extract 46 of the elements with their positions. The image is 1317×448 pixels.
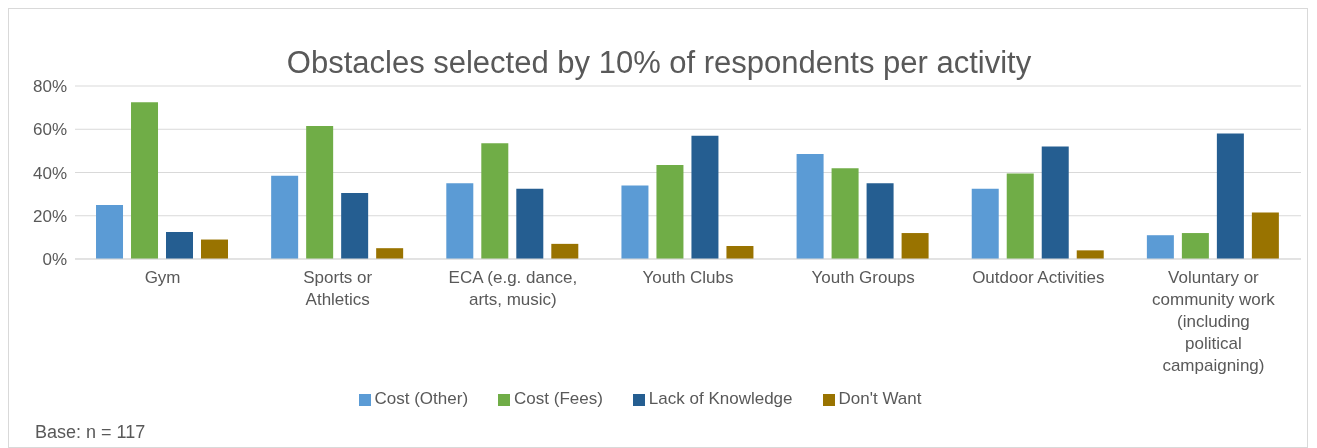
- bar: [796, 154, 824, 259]
- bar: [516, 188, 544, 259]
- bar: [656, 164, 684, 259]
- y-tick-label: 0%: [42, 250, 67, 270]
- legend-label: Cost (Other): [374, 389, 469, 408]
- bar: [1041, 146, 1069, 259]
- x-tick-label: Gym: [144, 268, 181, 287]
- text: Base: n = 117: [35, 422, 146, 443]
- x-tick-label: Youth Clubs: [642, 268, 734, 287]
- bar: [1181, 233, 1209, 259]
- bar: [271, 175, 299, 259]
- x-tick-label: Youth Groups: [811, 268, 915, 287]
- bar: [551, 243, 579, 259]
- chart-title: Obstacles selected by 10% of respondents per activity: [286, 45, 1032, 80]
- bar: [1146, 235, 1174, 259]
- bar: [1006, 173, 1034, 259]
- legend-label: Don't Want: [838, 389, 922, 408]
- bar: [726, 246, 754, 259]
- bar: [131, 102, 159, 259]
- x-tick-label: ECA (e.g. dance, arts, music): [448, 268, 578, 309]
- bar: [201, 239, 229, 259]
- y-tick-label: 20%: [32, 206, 67, 226]
- bar: [901, 233, 929, 259]
- bar: [971, 188, 999, 259]
- x-tick-label: Sports or Athletics: [303, 268, 373, 309]
- bar: [481, 143, 509, 259]
- bar: [691, 135, 719, 259]
- y-tick-label: 60%: [32, 120, 67, 140]
- bar: [621, 185, 649, 259]
- bar: [166, 231, 194, 259]
- y-tick-label: 80%: [32, 77, 67, 97]
- legend-label: Lack of Knowledge: [648, 389, 793, 408]
- x-tick-label: Voluntary or community work (including political campaigning): [1152, 268, 1276, 375]
- bar: [376, 248, 404, 259]
- bar: [1251, 212, 1279, 259]
- bar: [1216, 133, 1244, 259]
- y-tick-label: 40%: [32, 163, 67, 183]
- bar: [831, 168, 859, 259]
- bar: [96, 204, 124, 259]
- x-tick-label: Outdoor Activities: [972, 268, 1105, 287]
- bar: [306, 126, 334, 259]
- bar: [1076, 250, 1104, 259]
- legend-label: Cost (Fees): [514, 389, 603, 408]
- bar: [446, 183, 474, 259]
- bar: [866, 183, 894, 259]
- bar: [341, 193, 369, 259]
